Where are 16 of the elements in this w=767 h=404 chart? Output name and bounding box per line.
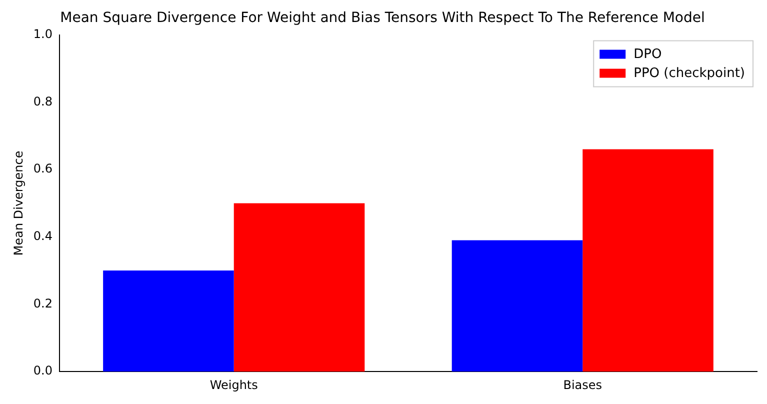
x-tick-label: Weights <box>210 378 258 392</box>
legend-label: PPO (checkpoint) <box>634 66 746 82</box>
bar <box>452 240 583 372</box>
bar <box>234 203 365 372</box>
chart-title: Mean Square Divergence For Weight and Bias Tensors With Respect To The Reference Model <box>60 10 705 26</box>
y-tick-label: 0.4 <box>33 229 52 244</box>
bar <box>582 149 714 372</box>
y-tick-label: 0.6 <box>33 162 52 176</box>
x-tick-label: Biases <box>563 378 602 392</box>
y-tick-label: 0.0 <box>33 364 52 378</box>
legend-label: DPO <box>634 47 662 62</box>
y-tick-label: 0.2 <box>33 296 52 310</box>
y-axis-title: Mean Divergence <box>11 150 26 256</box>
y-tick-label: 1.0 <box>33 26 52 41</box>
bar <box>103 270 234 372</box>
y-tick-label: 0.8 <box>33 94 52 108</box>
